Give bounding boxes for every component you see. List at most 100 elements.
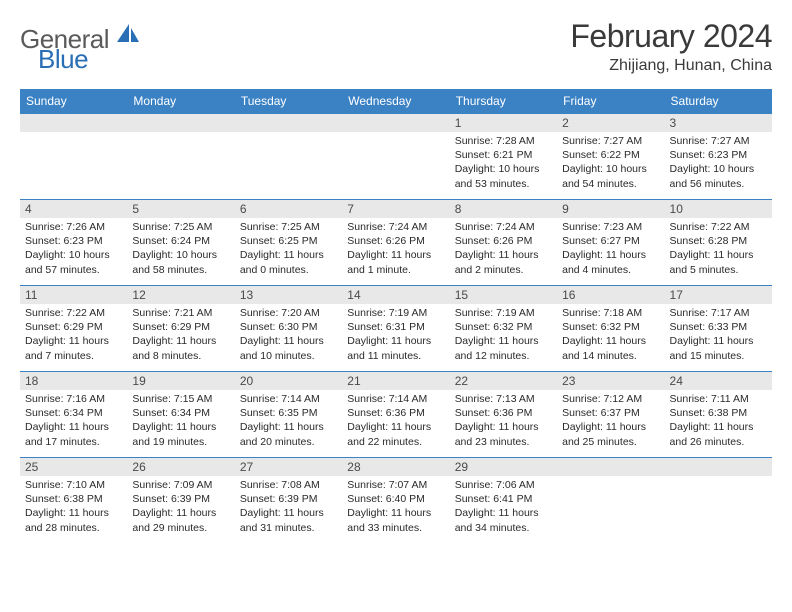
day-body: Sunrise: 7:24 AMSunset: 6:26 PMDaylight:… [450,218,557,281]
day-number: 2 [557,114,664,132]
day-body: Sunrise: 7:10 AMSunset: 6:38 PMDaylight:… [20,476,127,539]
day-body: Sunrise: 7:16 AMSunset: 6:34 PMDaylight:… [20,390,127,453]
calendar-cell: 4Sunrise: 7:26 AMSunset: 6:23 PMDaylight… [20,200,127,286]
calendar-cell: 16Sunrise: 7:18 AMSunset: 6:32 PMDayligh… [557,286,664,372]
calendar-cell: 7Sunrise: 7:24 AMSunset: 6:26 PMDaylight… [342,200,449,286]
calendar-cell: 11Sunrise: 7:22 AMSunset: 6:29 PMDayligh… [20,286,127,372]
day-body: Sunrise: 7:23 AMSunset: 6:27 PMDaylight:… [557,218,664,281]
weekday-header: Thursday [450,89,557,114]
day-body: Sunrise: 7:09 AMSunset: 6:39 PMDaylight:… [127,476,234,539]
calendar-cell: 9Sunrise: 7:23 AMSunset: 6:27 PMDaylight… [557,200,664,286]
calendar-cell: 19Sunrise: 7:15 AMSunset: 6:34 PMDayligh… [127,372,234,458]
day-number [20,114,127,132]
weekday-header: Friday [557,89,664,114]
calendar-row: 25Sunrise: 7:10 AMSunset: 6:38 PMDayligh… [20,458,772,544]
day-body [127,132,234,199]
calendar-cell: 14Sunrise: 7:19 AMSunset: 6:31 PMDayligh… [342,286,449,372]
day-body: Sunrise: 7:21 AMSunset: 6:29 PMDaylight:… [127,304,234,367]
day-body: Sunrise: 7:22 AMSunset: 6:28 PMDaylight:… [665,218,772,281]
day-number: 3 [665,114,772,132]
day-body: Sunrise: 7:11 AMSunset: 6:38 PMDaylight:… [665,390,772,453]
calendar-cell [342,114,449,200]
calendar-cell: 3Sunrise: 7:27 AMSunset: 6:23 PMDaylight… [665,114,772,200]
calendar-cell [557,458,664,544]
day-number: 25 [20,458,127,476]
day-number: 7 [342,200,449,218]
day-body [557,476,664,544]
day-body: Sunrise: 7:25 AMSunset: 6:25 PMDaylight:… [235,218,342,281]
weekday-header-row: SundayMondayTuesdayWednesdayThursdayFrid… [20,89,772,114]
weekday-header: Monday [127,89,234,114]
title-block: February 2024 Zhijiang, Hunan, China [570,18,772,75]
day-body: Sunrise: 7:12 AMSunset: 6:37 PMDaylight:… [557,390,664,453]
day-number: 21 [342,372,449,390]
calendar-cell [20,114,127,200]
calendar-cell: 18Sunrise: 7:16 AMSunset: 6:34 PMDayligh… [20,372,127,458]
day-number: 15 [450,286,557,304]
day-number: 20 [235,372,342,390]
calendar-cell: 26Sunrise: 7:09 AMSunset: 6:39 PMDayligh… [127,458,234,544]
day-body: Sunrise: 7:26 AMSunset: 6:23 PMDaylight:… [20,218,127,281]
calendar-cell: 23Sunrise: 7:12 AMSunset: 6:37 PMDayligh… [557,372,664,458]
calendar-cell: 22Sunrise: 7:13 AMSunset: 6:36 PMDayligh… [450,372,557,458]
day-number: 6 [235,200,342,218]
day-number: 14 [342,286,449,304]
calendar-cell: 13Sunrise: 7:20 AMSunset: 6:30 PMDayligh… [235,286,342,372]
calendar-cell [127,114,234,200]
day-number: 23 [557,372,664,390]
day-body: Sunrise: 7:25 AMSunset: 6:24 PMDaylight:… [127,218,234,281]
day-body: Sunrise: 7:13 AMSunset: 6:36 PMDaylight:… [450,390,557,453]
day-number: 1 [450,114,557,132]
day-number: 24 [665,372,772,390]
header: General Blue February 2024 Zhijiang, Hun… [20,18,772,75]
day-body: Sunrise: 7:22 AMSunset: 6:29 PMDaylight:… [20,304,127,367]
day-body: Sunrise: 7:20 AMSunset: 6:30 PMDaylight:… [235,304,342,367]
calendar-cell: 25Sunrise: 7:10 AMSunset: 6:38 PMDayligh… [20,458,127,544]
day-body: Sunrise: 7:06 AMSunset: 6:41 PMDaylight:… [450,476,557,539]
day-body: Sunrise: 7:28 AMSunset: 6:21 PMDaylight:… [450,132,557,195]
calendar-row: 1Sunrise: 7:28 AMSunset: 6:21 PMDaylight… [20,114,772,200]
day-number [557,458,664,476]
month-title: February 2024 [570,18,772,55]
weekday-header: Tuesday [235,89,342,114]
day-number [127,114,234,132]
calendar-table: SundayMondayTuesdayWednesdayThursdayFrid… [20,89,772,544]
day-number: 9 [557,200,664,218]
location: Zhijiang, Hunan, China [570,57,772,75]
day-number: 18 [20,372,127,390]
weekday-header: Saturday [665,89,772,114]
day-body [235,132,342,199]
calendar-cell: 12Sunrise: 7:21 AMSunset: 6:29 PMDayligh… [127,286,234,372]
day-number [665,458,772,476]
calendar-cell: 27Sunrise: 7:08 AMSunset: 6:39 PMDayligh… [235,458,342,544]
day-number: 5 [127,200,234,218]
sail-icon [115,22,141,49]
calendar-cell: 1Sunrise: 7:28 AMSunset: 6:21 PMDaylight… [450,114,557,200]
calendar-body: 1Sunrise: 7:28 AMSunset: 6:21 PMDaylight… [20,114,772,544]
day-body: Sunrise: 7:14 AMSunset: 6:36 PMDaylight:… [342,390,449,453]
day-body [665,476,772,544]
day-body: Sunrise: 7:08 AMSunset: 6:39 PMDaylight:… [235,476,342,539]
day-body: Sunrise: 7:07 AMSunset: 6:40 PMDaylight:… [342,476,449,539]
day-number: 22 [450,372,557,390]
day-body: Sunrise: 7:27 AMSunset: 6:22 PMDaylight:… [557,132,664,195]
calendar-cell: 10Sunrise: 7:22 AMSunset: 6:28 PMDayligh… [665,200,772,286]
weekday-header: Sunday [20,89,127,114]
calendar-cell: 20Sunrise: 7:14 AMSunset: 6:35 PMDayligh… [235,372,342,458]
day-number [342,114,449,132]
calendar-row: 18Sunrise: 7:16 AMSunset: 6:34 PMDayligh… [20,372,772,458]
day-number: 11 [20,286,127,304]
day-body [20,132,127,199]
calendar-cell: 21Sunrise: 7:14 AMSunset: 6:36 PMDayligh… [342,372,449,458]
calendar-cell: 29Sunrise: 7:06 AMSunset: 6:41 PMDayligh… [450,458,557,544]
day-number: 16 [557,286,664,304]
day-number: 19 [127,372,234,390]
day-number: 10 [665,200,772,218]
day-number: 8 [450,200,557,218]
day-body: Sunrise: 7:17 AMSunset: 6:33 PMDaylight:… [665,304,772,367]
day-body [342,132,449,199]
day-number: 4 [20,200,127,218]
logo: General Blue [20,18,141,55]
calendar-row: 4Sunrise: 7:26 AMSunset: 6:23 PMDaylight… [20,200,772,286]
weekday-header: Wednesday [342,89,449,114]
